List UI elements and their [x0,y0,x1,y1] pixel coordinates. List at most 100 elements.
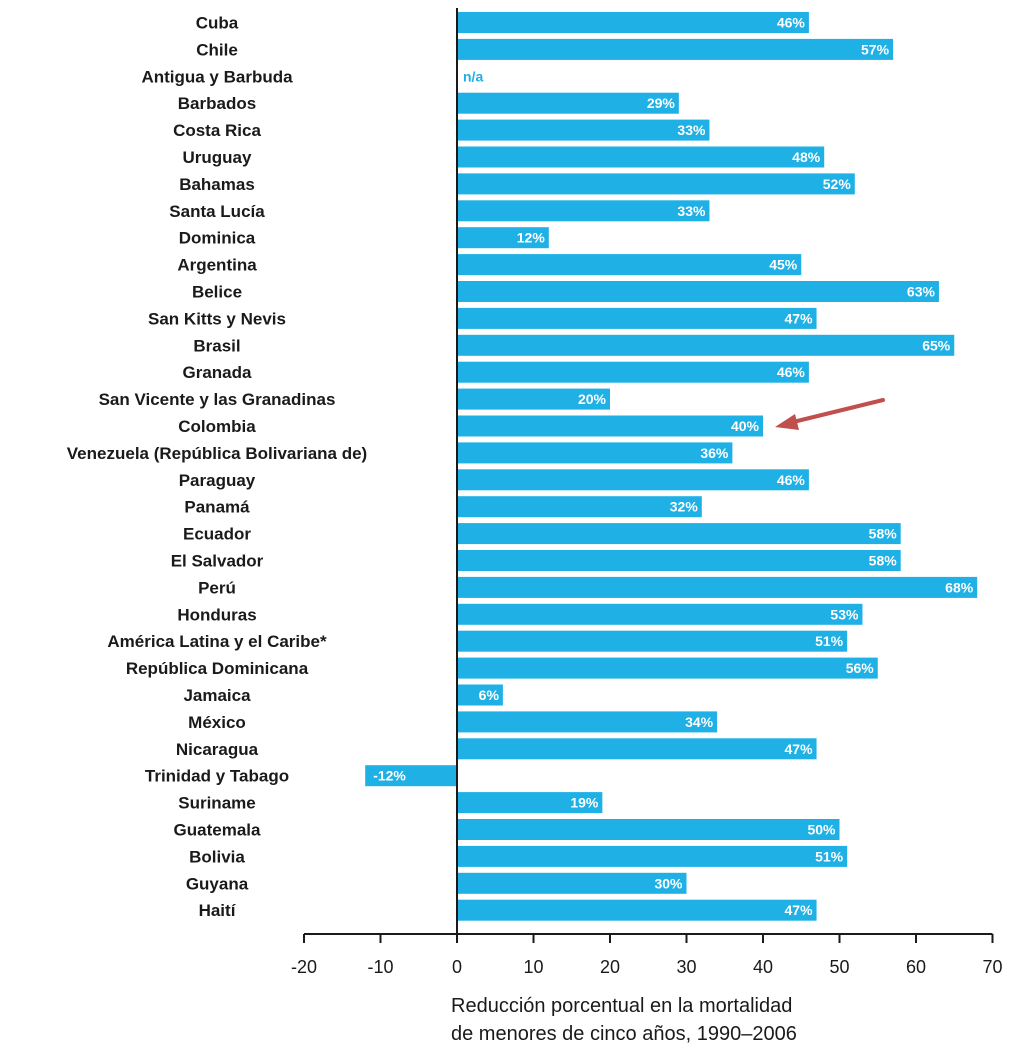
bar-value-label: 46% [777,472,806,488]
bar[interactable] [457,738,817,760]
x-tick-label: -10 [367,957,393,977]
bar[interactable] [457,254,802,276]
bar-value-label: 51% [815,848,844,864]
category-label: Jamaica [183,686,251,705]
category-label: Panamá [184,498,250,517]
bar[interactable] [457,227,549,249]
bar-value-label: 46% [777,364,806,380]
category-label: Brasil [193,336,240,355]
bar[interactable] [457,361,809,383]
bar-value-label: 40% [731,418,760,434]
category-label: Nicaragua [176,740,259,759]
bar-value-label: 46% [777,15,806,31]
bar[interactable] [457,630,848,652]
category-label: Suriname [178,794,255,813]
bar-value-label: 68% [945,579,974,595]
bar[interactable] [457,496,702,518]
x-tick-label: 0 [452,957,462,977]
category-label: Granada [183,363,253,382]
bar[interactable] [457,146,825,168]
bar[interactable] [457,119,710,141]
category-label: El Salvador [171,552,264,571]
bar[interactable] [457,415,763,437]
x-tick-label: 20 [600,957,620,977]
category-label: Venezuela (República Bolivariana de) [67,444,367,463]
bar[interactable] [457,334,955,356]
bar-value-label: 47% [785,902,814,918]
category-label: San Kitts y Nevis [148,309,286,328]
bar[interactable] [457,442,733,464]
bar[interactable] [365,765,457,787]
category-label: Argentina [177,256,257,275]
bar[interactable] [457,899,817,921]
category-label: Belice [192,283,242,302]
bar-value-label: 47% [785,310,814,326]
category-label: América Latina y el Caribe* [107,632,327,651]
bar-value-label: 33% [677,203,706,219]
x-tick-label: 10 [523,957,543,977]
bar-value-label: 30% [654,875,683,891]
bar[interactable] [457,711,718,733]
bar[interactable] [457,792,603,814]
bar-value-label: 20% [578,391,607,407]
bar-value-label: 12% [517,230,546,246]
bar[interactable] [457,281,939,302]
category-label: Dominica [179,229,256,248]
bar-value-label: 6% [479,687,500,703]
bar-value-label: 51% [815,633,844,649]
bar-value-label: 34% [685,714,714,730]
category-label: Trinidad y Tabago [145,767,289,786]
category-label: Ecuador [183,525,251,544]
category-label: Guatemala [174,821,261,840]
bar-value-label: 48% [792,149,821,165]
category-label: República Dominicana [126,659,309,678]
bar-value-label: 58% [869,526,898,542]
category-label: Perú [198,578,236,597]
bar-value-label: 52% [823,176,852,192]
category-label: Honduras [177,605,256,624]
bar[interactable] [457,819,840,840]
category-label: Colombia [178,417,256,436]
bar[interactable] [457,523,901,545]
bar[interactable] [457,200,710,222]
category-label: México [188,713,246,732]
bar[interactable] [457,684,503,706]
bar[interactable] [457,550,901,571]
bar[interactable] [457,307,817,329]
category-label: Santa Lucía [169,202,265,221]
bar-value-label: 50% [807,822,836,838]
bar[interactable] [457,92,679,114]
category-label: Guyana [186,874,249,893]
annotation-arrow [775,398,885,430]
bar[interactable] [457,576,978,598]
category-label: Barbados [178,94,256,113]
bar[interactable] [457,845,848,867]
bar-value-label: n/a [463,68,483,84]
bar-value-label: 19% [570,795,599,811]
bar-value-label: -12% [373,768,406,784]
x-tick-label: 50 [829,957,849,977]
bar[interactable] [457,603,863,625]
category-label: Chile [196,40,238,59]
x-tick-label: 60 [906,957,926,977]
bar-value-label: 45% [769,257,798,273]
category-label: Uruguay [183,148,253,167]
category-label: Paraguay [179,471,256,490]
bar[interactable] [457,657,878,679]
bar-value-label: 29% [647,95,676,111]
bar[interactable] [457,12,809,33]
bar[interactable] [457,388,610,410]
category-label: Bolivia [189,847,245,866]
x-tick-label: 70 [982,957,1002,977]
bar[interactable] [457,872,687,894]
bar[interactable] [457,38,894,60]
category-label: Antigua y Barbuda [141,67,293,86]
category-label: Costa Rica [173,121,261,140]
bar[interactable] [457,469,809,491]
category-label: San Vicente y las Granadinas [99,390,336,409]
bar[interactable] [457,173,855,195]
bar-value-label: 58% [869,553,898,569]
bar-value-label: 32% [670,499,699,515]
x-tick-label: 40 [753,957,773,977]
